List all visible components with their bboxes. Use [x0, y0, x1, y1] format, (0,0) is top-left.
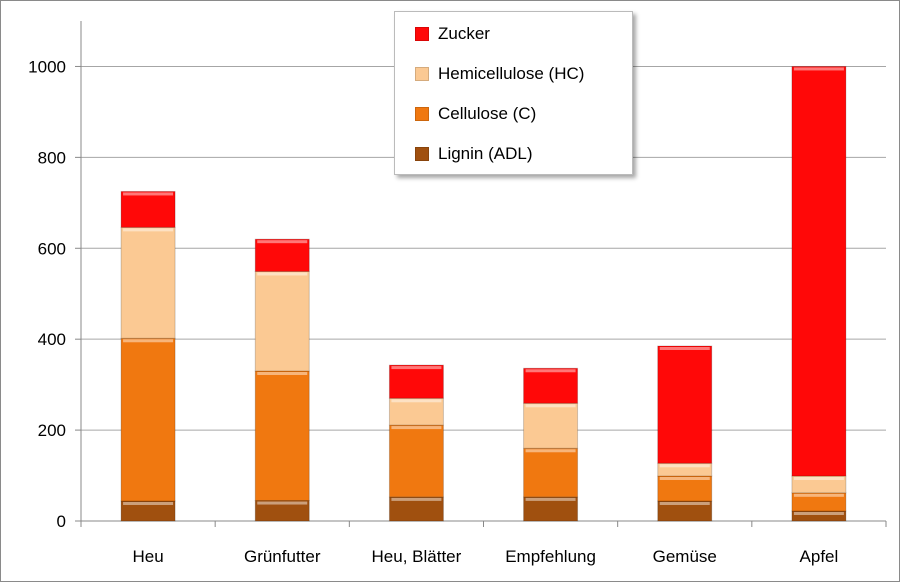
y-tick-label: 0 — [57, 512, 66, 531]
legend-item: Hemicellulose (HC) — [415, 64, 584, 84]
legend-swatch — [415, 67, 429, 81]
bar-bevel — [525, 497, 576, 501]
bar-bevel — [659, 347, 710, 350]
bar-segment — [120, 226, 176, 339]
bar-segment — [523, 447, 579, 498]
legend-swatch — [415, 147, 429, 161]
x-tick-label: Heu — [132, 547, 163, 566]
bar-segment — [791, 65, 847, 477]
bar-segment — [254, 238, 310, 272]
legend-label: Hemicellulose (HC) — [438, 64, 585, 83]
bar-segment — [657, 475, 713, 502]
legend-item: Cellulose (C) — [415, 104, 536, 124]
y-tick-label: 400 — [38, 330, 66, 349]
bar-bevel — [793, 67, 844, 71]
bar-segment — [523, 402, 579, 449]
bar-bevel — [257, 501, 308, 505]
bar-bevel — [391, 366, 442, 370]
legend-label: Cellulose (C) — [438, 104, 537, 123]
x-tick-label: Gemüse — [653, 547, 717, 566]
bar-bevel — [525, 449, 576, 453]
bar-bevel — [123, 339, 174, 343]
bar-bevel — [793, 477, 844, 480]
bar-segment — [388, 397, 444, 426]
x-tick-label: Empfehlung — [505, 547, 596, 566]
bar-bevel — [123, 228, 174, 232]
bar-bevel — [391, 426, 442, 430]
bar-segment — [120, 190, 176, 228]
x-tick-label: Heu, Blätter — [372, 547, 462, 566]
y-tick-label: 800 — [38, 148, 66, 167]
bar-segment — [254, 270, 310, 372]
legend-swatch — [415, 27, 429, 41]
legend-swatch — [415, 107, 429, 121]
bar-segment — [388, 424, 444, 498]
bar-segment — [254, 370, 310, 502]
legend-item: Lignin (ADL) — [415, 144, 533, 164]
bar-segment — [388, 364, 444, 399]
y-tick-label: 600 — [38, 239, 66, 258]
x-tick-label: Grünfutter — [244, 547, 321, 566]
bar-bevel — [257, 272, 308, 276]
legend-label: Lignin (ADL) — [438, 144, 533, 163]
legend: Zucker Hemicellulose (HC) Cellulose (C) Lig… — [394, 11, 633, 175]
bar-bevel — [659, 502, 710, 505]
x-tick-label: Apfel — [800, 547, 839, 566]
bar-bevel — [257, 240, 308, 244]
y-tick-label: 200 — [38, 421, 66, 440]
bar-bevel — [123, 502, 174, 505]
bar-segment — [120, 337, 176, 502]
bar-bevel — [793, 512, 844, 515]
bar-bevel — [525, 404, 576, 408]
bar-bevel — [257, 372, 308, 375]
bar-bevel — [659, 464, 710, 468]
bar-segment — [523, 367, 579, 404]
bar-bevel — [525, 369, 576, 373]
legend-label: Zucker — [438, 24, 490, 43]
legend-item: Zucker — [415, 24, 490, 44]
y-tick-label: 1000 — [28, 57, 66, 76]
bar-bevel — [659, 477, 710, 480]
bar-bevel — [391, 497, 442, 501]
bar-bevel — [123, 192, 174, 196]
bar-bevel — [391, 399, 442, 403]
bar-bevel — [793, 493, 844, 497]
bar-segment — [388, 496, 444, 522]
bar-segment — [657, 345, 713, 464]
